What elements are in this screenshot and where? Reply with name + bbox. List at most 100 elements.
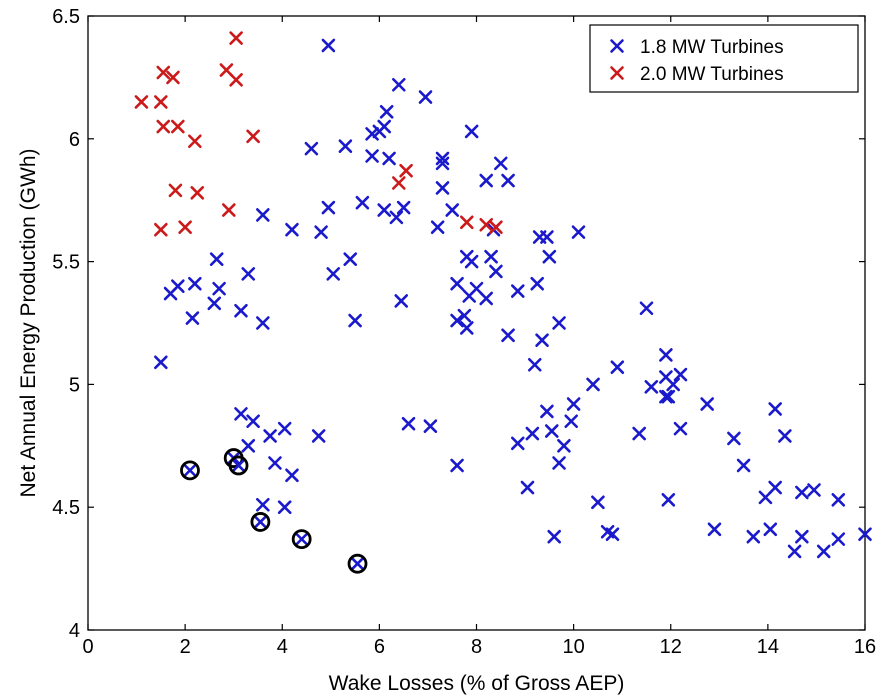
data-point [464,124,479,139]
legend-label: 1.8 MW Turbines [640,37,784,58]
data-point [391,77,406,92]
data-point [450,276,464,291]
data-point [484,249,498,264]
data-point [234,303,248,318]
data-point [450,458,464,473]
data-point [430,220,445,235]
data-point [365,127,379,141]
plot-area [87,15,866,631]
data-point [321,200,336,215]
data-point [241,267,256,281]
data-point [435,181,450,195]
data-point [527,357,542,372]
data-marks [134,31,872,574]
x-tick-label: 16 [854,636,876,658]
data-point [401,416,416,431]
data-point [831,532,846,546]
data-point [727,431,741,446]
data-point [188,276,202,291]
data-point [673,421,688,436]
legend-marker [610,66,624,80]
data-point [418,90,433,104]
x-tick-label: 2 [180,636,191,658]
data-point [666,377,680,392]
data-point [479,291,494,306]
x-tick-label: 10 [563,636,585,658]
data-point [268,456,282,470]
data-point [391,176,406,190]
data-point [156,119,171,134]
data-point [435,151,450,166]
data-point [399,163,413,178]
data-point [459,215,474,230]
data-point [154,355,168,370]
data-point [787,544,802,559]
data-point [535,333,549,347]
data-point [423,419,438,433]
data-point [256,497,270,512]
data-point [134,95,149,109]
data-point [163,286,178,301]
data-point [530,276,545,291]
highlighted-point [291,529,312,550]
data-point [382,151,396,166]
data-point [858,527,872,542]
data-point [778,429,792,443]
data-point [241,438,256,453]
data-point [229,31,243,45]
data-point [557,438,571,453]
data-point [479,173,494,188]
data-point [542,249,557,264]
data-point [520,480,535,495]
data-point [212,281,226,296]
data-point [285,222,299,237]
data-point [795,529,809,544]
data-point [229,73,243,87]
data-point [321,38,336,53]
y-tick-label: 5.5 [52,252,80,274]
data-point [571,225,586,239]
y-axis-label: Net Annual Energy Production (GWh) [17,148,40,497]
legend-marker [610,39,624,53]
data-point [365,149,379,163]
data-point [544,424,559,438]
data-point [263,429,277,443]
data-point [246,129,260,144]
data-point [464,254,479,269]
data-point [389,210,404,225]
data-point [489,264,503,279]
data-point [256,316,270,330]
x-tick-label: 0 [82,636,93,658]
data-point [154,95,168,109]
data-point [586,377,600,392]
x-axis-label: Wake Losses (% of Gross AEP) [329,672,625,695]
highlighted-point [250,512,271,532]
data-point [566,397,581,411]
highlighted-point [347,553,368,574]
data-point [795,485,809,500]
data-point [171,119,185,134]
data-point [763,522,778,537]
y-tick-label: 5 [69,374,80,396]
data-point [190,186,205,200]
data-point [644,380,659,394]
data-point [445,203,460,217]
data-point [314,225,328,239]
data-point [564,414,578,429]
data-point [209,252,224,266]
data-point [377,203,392,217]
data-point [552,456,566,470]
data-point [768,402,782,416]
data-point [816,544,831,559]
data-point [746,529,761,544]
data-point [659,348,673,362]
data-point [256,208,270,222]
data-point [326,267,341,281]
data-point [639,301,654,316]
data-point [501,328,515,343]
data-point [591,495,605,510]
data-point [758,490,773,505]
data-point [493,156,508,171]
data-point [377,119,392,134]
x-tick-label: 12 [660,636,682,658]
